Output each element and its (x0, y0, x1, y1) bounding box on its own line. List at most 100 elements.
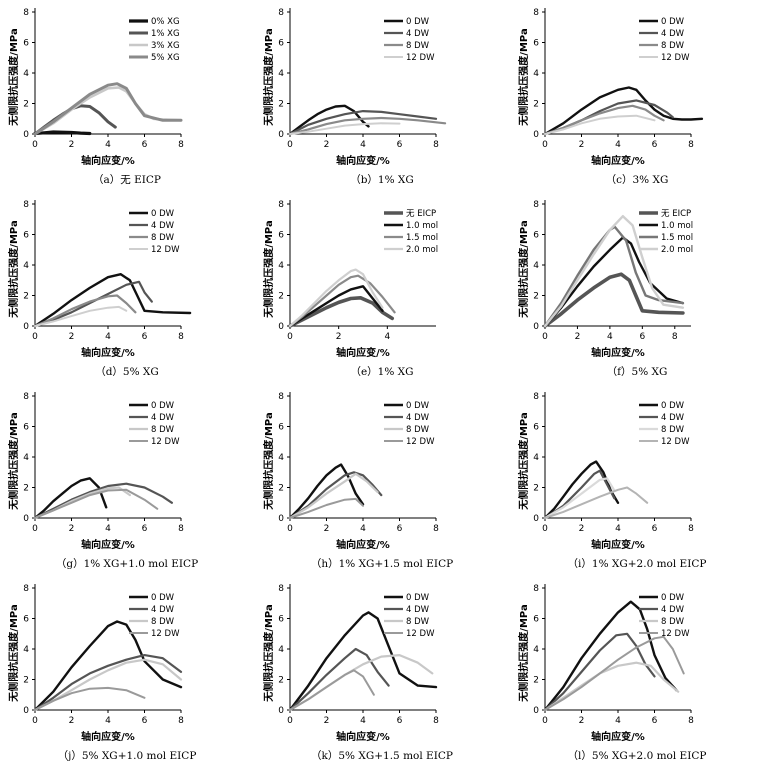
legend-label: 0 DW (661, 593, 685, 603)
legend-label: 0 DW (661, 401, 685, 411)
y-tick-label: 8 (23, 8, 29, 18)
y-tick-label: 0 (278, 514, 284, 524)
legend-label: 5% XG (151, 53, 180, 63)
y-tick-label: 0 (278, 322, 284, 332)
chart-panel: 0 2 4 6 8 0 2 4 6 8 无侧限抗压强度/MPa 轴向应变/% 无 EICP 1.0 mol… (510, 192, 764, 384)
x-axis-label: 轴向应变/% (336, 346, 390, 359)
legend-label: 0% XG (151, 17, 180, 27)
series-line (543, 632, 656, 712)
x-tick-label: 8 (178, 524, 184, 534)
x-tick-label: 6 (142, 524, 148, 534)
y-tick-label: 2 (533, 484, 539, 494)
x-tick-label: 8 (688, 716, 694, 726)
x-tick-label: 6 (397, 524, 403, 534)
legend-label: 12 DW (151, 245, 180, 255)
y-tick-label: 8 (533, 200, 539, 210)
x-tick-label: 4 (607, 332, 613, 342)
x-axis-label: 轴向应变/% (81, 730, 135, 743)
series-line (33, 272, 192, 328)
series-line (34, 305, 128, 327)
series-line (33, 130, 92, 136)
panel-caption: （i）1% XG+2.0 mol EICP (567, 558, 707, 570)
series-line (34, 488, 159, 519)
panel-caption: （a）无 EICP (92, 174, 161, 186)
x-axis-label: 轴向应变/% (591, 730, 645, 743)
series-line (543, 272, 685, 328)
series-line (543, 215, 685, 328)
y-tick-label: 2 (23, 100, 29, 110)
series-line (288, 109, 438, 136)
y-tick-label: 6 (23, 615, 29, 625)
x-tick-label: 6 (142, 332, 148, 342)
x-tick-label: 6 (639, 332, 645, 342)
legend-label: 8 DW (406, 41, 430, 51)
series-line (288, 268, 384, 328)
legend-label: 4 DW (151, 221, 175, 231)
x-tick-label: 8 (433, 716, 439, 726)
x-tick-label: 4 (105, 524, 111, 534)
chart-panel: 0 2 4 6 8 0 2 4 6 8 无侧限抗压强度/MPa 轴向应变/% 0 DW 4 DW 8 DW 1… (510, 576, 764, 768)
y-tick-label: 2 (23, 292, 29, 302)
series-line (288, 104, 370, 136)
y-tick-label: 8 (23, 392, 29, 402)
legend-label: 4 DW (151, 413, 175, 423)
y-tick-label: 0 (23, 322, 29, 332)
legend-label: 8 DW (661, 425, 685, 435)
legend-label: 8 DW (406, 425, 430, 435)
series-line (289, 669, 375, 711)
legend-label: 1.5 mol (661, 233, 693, 243)
legend-label: 3% XG (151, 41, 180, 51)
x-tick-label: 4 (615, 140, 621, 150)
series-line (288, 274, 396, 328)
y-axis-label: 无侧限抗压强度/MPa (7, 28, 20, 126)
panel-caption: （b）1% XG (350, 174, 414, 186)
panel-caption: （e）1% XG (350, 366, 414, 378)
x-tick-label: 0 (32, 332, 38, 342)
y-tick-label: 6 (278, 39, 284, 49)
x-axis-label: 轴向应变/% (336, 730, 390, 743)
x-axis-label: 轴向应变/% (336, 538, 390, 551)
y-tick-label: 4 (533, 645, 539, 655)
legend-label: 12 DW (661, 629, 690, 639)
y-tick-label: 0 (533, 130, 539, 140)
legend-label: 0 DW (151, 209, 175, 219)
y-tick-label: 8 (533, 8, 539, 18)
legend-label: 8 DW (151, 617, 175, 627)
series-line (543, 86, 704, 136)
y-tick-label: 2 (278, 676, 284, 686)
series-line (288, 285, 384, 328)
series-line (288, 296, 394, 328)
series-line (543, 460, 620, 520)
y-tick-label: 2 (23, 484, 29, 494)
series-line (288, 463, 365, 520)
x-tick-label: 4 (105, 332, 111, 342)
legend-label: 8 DW (661, 41, 685, 51)
series-line (33, 658, 183, 712)
x-tick-label: 0 (542, 332, 548, 342)
y-tick-label: 2 (278, 484, 284, 494)
x-tick-label: 8 (178, 140, 184, 150)
y-tick-label: 8 (278, 584, 284, 594)
y-tick-label: 6 (533, 39, 539, 49)
y-tick-label: 2 (23, 676, 29, 686)
y-axis-label: 无侧限抗压强度/MPa (262, 604, 275, 702)
x-axis-label: 轴向应变/% (336, 154, 390, 167)
y-tick-label: 8 (23, 200, 29, 210)
panel-caption: （l）5% XG+2.0 mol EICP (567, 750, 707, 762)
x-tick-label: 0 (287, 716, 293, 726)
legend-label: 1% XG (151, 29, 180, 39)
x-tick-label: 8 (688, 140, 694, 150)
y-axis-label: 无侧限抗压强度/MPa (517, 412, 530, 510)
panel-caption: （c）3% XG (605, 174, 669, 186)
x-tick-label: 2 (69, 332, 75, 342)
legend-label: 4 DW (406, 29, 430, 39)
legend-label: 0 DW (406, 17, 430, 27)
legend-label: 4 DW (661, 413, 685, 423)
